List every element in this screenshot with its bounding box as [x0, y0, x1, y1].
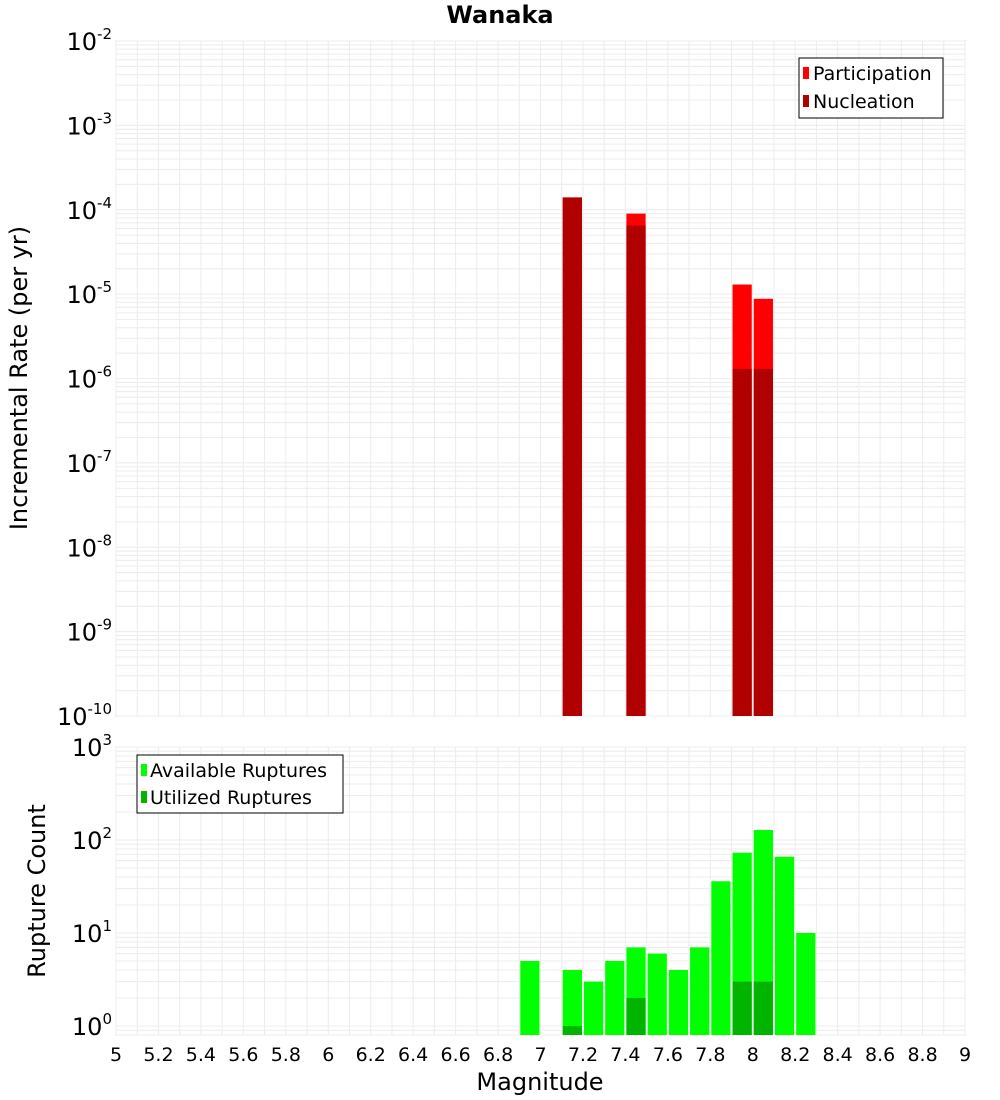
x-axis-label: Magnitude — [476, 1068, 603, 1096]
x-tick-label: 7.4 — [610, 1044, 640, 1066]
y-tick-label: 103 — [72, 731, 112, 762]
legend-label-nucleation: Nucleation — [813, 91, 915, 113]
y-tick-label: 10-2 — [66, 25, 112, 56]
x-tick-label: 5.2 — [143, 1044, 173, 1066]
rate-legend-box — [798, 57, 944, 119]
count-bars — [520, 830, 816, 1035]
count-legend-box — [136, 754, 344, 814]
count-panel: 100 101 102 103 5 5.2 5.4 5.6 5.8 6 6.2 6.4 6.6 6.8 7… — [23, 731, 971, 1096]
count-y-axis-label: Rupture Count — [23, 804, 51, 978]
x-tick-label: 7.6 — [653, 1044, 683, 1066]
legend-swatch-participation — [803, 67, 809, 79]
y-tick-label: 10-6 — [66, 363, 112, 394]
bar-available-ruptures — [520, 960, 540, 1035]
y-tick-label: 10-3 — [66, 109, 112, 140]
x-tick-label: 6.8 — [483, 1044, 513, 1066]
legend-swatch-available — [141, 764, 147, 776]
bar-nucleation — [753, 368, 773, 716]
y-tick-label: 10-10 — [57, 700, 112, 731]
legend-label-participation: Participation — [813, 63, 932, 85]
y-tick-label: 100 — [72, 1010, 112, 1041]
x-tick-label: 5.8 — [271, 1044, 301, 1066]
rate-bars — [562, 197, 773, 717]
bar-available-ruptures — [605, 960, 625, 1035]
x-tick-label: 6.2 — [356, 1044, 386, 1066]
y-tick-label: 101 — [72, 917, 112, 948]
y-tick-label: 10-8 — [66, 531, 112, 562]
y-tick-label: 10-5 — [66, 278, 112, 309]
x-tick-label: 8.2 — [780, 1044, 810, 1066]
x-tick-label: 7.8 — [695, 1044, 725, 1066]
bar-available-ruptures — [668, 969, 689, 1035]
x-tick-label: 8.4 — [823, 1044, 853, 1066]
legend-swatch-utilized — [141, 791, 147, 803]
legend-swatch-nucleation — [803, 95, 809, 107]
bar-utilized-ruptures — [732, 981, 752, 1035]
x-tick-label: 8.8 — [907, 1044, 937, 1066]
x-tick-label: 5.6 — [228, 1044, 258, 1066]
y-tick-label: 10-7 — [66, 447, 112, 478]
rate-legend: Participation Nucleation — [798, 57, 944, 119]
bar-utilized-ruptures — [562, 1025, 582, 1035]
bar-nucleation — [562, 197, 582, 717]
count-legend: Available Ruptures Utilized Ruptures — [136, 754, 344, 814]
legend-label-available: Available Ruptures — [150, 760, 327, 782]
x-tick-label: 5.4 — [186, 1044, 216, 1066]
rate-panel: 10-10 10-9 10-8 10-7 10-6 10-5 10-4 10-3 10-2 In… — [5, 25, 966, 731]
rate-y-axis-label: Incremental Rate (per yr) — [5, 226, 33, 530]
bar-nucleation — [626, 225, 646, 716]
count-y-ticks: 100 101 102 103 — [72, 731, 112, 1041]
legend-label-utilized: Utilized Ruptures — [150, 787, 312, 809]
bar-available-ruptures — [796, 932, 816, 1035]
bar-available-ruptures — [647, 953, 667, 1035]
x-tick-label: 7.2 — [568, 1044, 598, 1066]
y-tick-label: 102 — [72, 824, 112, 855]
y-tick-label: 10-4 — [66, 194, 112, 225]
bar-available-ruptures — [711, 881, 731, 1035]
x-tick-label: 6.4 — [398, 1044, 428, 1066]
chart-title: Wanaka — [446, 1, 553, 29]
bar-utilized-ruptures — [626, 997, 646, 1035]
bar-available-ruptures — [562, 969, 582, 1035]
x-tick-label: 7 — [534, 1044, 546, 1066]
bar-available-ruptures — [690, 947, 710, 1035]
x-tick-labels: 5 5.2 5.4 5.6 5.8 6 6.2 6.4 6.6 6.8 7 7.2 7.4 7.6 7.8 8… — [110, 1044, 971, 1066]
rate-y-ticks: 10-10 10-9 10-8 10-7 10-6 10-5 10-4 10-3 10-2 — [57, 25, 112, 731]
x-tick-label: 6 — [322, 1044, 334, 1066]
x-tick-label: 8 — [747, 1044, 759, 1066]
y-tick-label: 10-9 — [66, 616, 112, 647]
x-tick-label: 8.6 — [865, 1044, 895, 1066]
x-tick-label: 5 — [110, 1044, 122, 1066]
bar-utilized-ruptures — [753, 981, 773, 1035]
x-tick-label: 6.6 — [440, 1044, 470, 1066]
bar-nucleation — [732, 368, 752, 716]
bar-available-ruptures — [774, 856, 795, 1035]
x-tick-label: 9 — [959, 1044, 971, 1066]
rate-grid — [115, 40, 966, 717]
bar-available-ruptures — [583, 981, 604, 1035]
